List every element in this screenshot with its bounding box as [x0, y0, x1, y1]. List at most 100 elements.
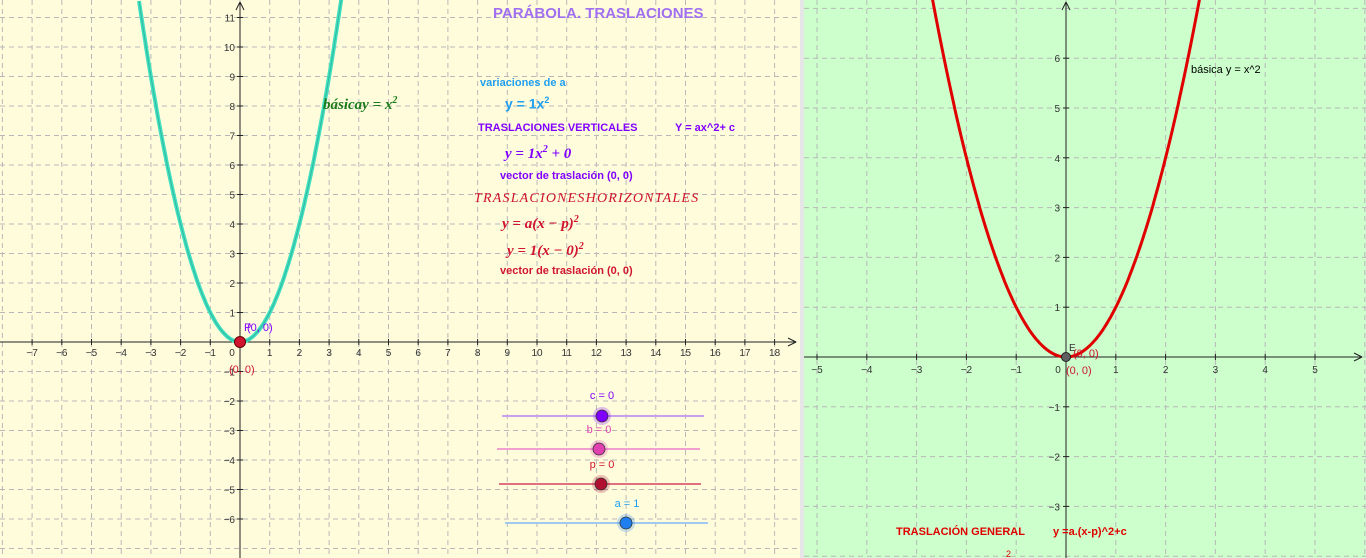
vertex-label-top: (0, 0): [1073, 348, 1099, 360]
traslacion-general-label: TRASLACIÓN GENERAL: [896, 526, 1025, 538]
left-x-tick-label: 17: [739, 348, 751, 359]
left-x-tick-label: −7: [26, 348, 38, 359]
vertical-formula-exp: 2: [542, 144, 548, 155]
vertex-point-left: [234, 336, 246, 348]
left-y-axis-arrow: [235, 1, 245, 11]
left-x-tick-label: 1: [267, 348, 273, 359]
left-x-tick-label: 15: [680, 348, 692, 359]
horizontal-general-text: y = a(x − p): [502, 216, 574, 232]
right-basica-label: básica y = x^2: [1191, 64, 1261, 76]
left-x-tick-label: −2: [175, 348, 187, 359]
basica-label-exp: 2: [392, 95, 398, 106]
vertical-formula: y = 1x2 + 0: [505, 144, 571, 163]
left-y-tick-label: 3: [229, 250, 235, 261]
left-y-tick-label: 5: [229, 191, 235, 202]
left-x-tick-label: −5: [86, 348, 98, 359]
left-y-tick-label: 6: [229, 161, 235, 172]
left-x-tick-label: −4: [115, 348, 127, 359]
left-x-tick-label: 14: [650, 348, 662, 359]
horizontal-general-exp: 2: [573, 214, 579, 225]
right-x-tick-label: 4: [1262, 365, 1268, 376]
variaciones-formula-text: y = 1x: [505, 95, 545, 112]
traslaciones-horizontales-title: TRASLACIONESHORIZONTALES: [474, 191, 700, 206]
right-y-tick-label: −3: [1049, 502, 1061, 513]
vertex-label-bottom: (0, 0): [1066, 365, 1092, 377]
right-y-tick-label: −2: [1049, 453, 1061, 464]
left-graphics-view[interactable]: −7 −6 −5 −4 −3 −2 −1 1 2 3 4 5 6 7 8 9 10 11 12 13 14 15 16 17 1…: [0, 0, 800, 558]
left-x-tick-label: 4: [356, 348, 362, 359]
slider-b-label: b = 0: [586, 424, 612, 436]
variaciones-formula: y = 1x2: [505, 95, 549, 112]
right-x-tick-label: 1: [1113, 365, 1119, 376]
right-y-tick-label: 3: [1054, 204, 1060, 215]
vertex-point-right: [1061, 352, 1071, 362]
traslaciones-verticales-formula: Y = ax^2+ c: [675, 122, 736, 134]
slider-b-knob[interactable]: [592, 442, 606, 456]
right-x-tick-label: 2: [1163, 365, 1169, 376]
left-x-tick-label: 0: [229, 348, 235, 359]
horizontal-current-formula: y = 1(x − 0)2: [507, 241, 584, 260]
horizontal-current-exp: 2: [578, 241, 584, 252]
left-x-tick-label: 3: [326, 348, 332, 359]
left-y-tick-label: 7: [229, 132, 235, 143]
basica-label: básicay = x2: [323, 95, 397, 114]
left-y-tick-label: 9: [229, 73, 235, 84]
left-y-tick-label: −3: [224, 427, 236, 438]
left-y-tick-label: −1: [224, 368, 236, 379]
traslacion-general-formula: y =a.(x-p)^2+c: [1053, 526, 1127, 538]
slider-a-knob[interactable]: [619, 516, 633, 530]
left-y-tick-label: 11: [225, 14, 236, 25]
slider-c-label: c = 0: [589, 390, 615, 402]
left-x-tick-label: 12: [591, 348, 603, 359]
right-x-tick-label: −2: [961, 365, 973, 376]
left-x-tick-label: 10: [531, 348, 543, 359]
vertex-letter: E: [1069, 343, 1076, 354]
horizontal-general-formula: y = a(x − p)2: [502, 214, 579, 233]
right-x-tick-label: −4: [861, 365, 873, 376]
traslaciones-verticales-label: TRASLACIONES VERTICALES: [478, 122, 638, 134]
left-x-tick-label: 18: [769, 348, 781, 359]
left-x-tick-label: 7: [445, 348, 451, 359]
point-label-bottom: (0, 0): [229, 364, 255, 376]
right-plot-canvas[interactable]: −5 −4 −3 −2 −1 0 1 2 3 4 5 6 5 4 3 2 1 −1 −2 −3: [804, 0, 1366, 558]
right-grid: [804, 0, 1366, 558]
vector-vertical: vector de traslación (0, 0): [500, 170, 633, 182]
left-x-tick-label: 16: [710, 348, 722, 359]
right-y-tick-label: 2: [1054, 253, 1060, 264]
left-x-tick-label: −3: [145, 348, 157, 359]
right-y-tick-label: 1: [1054, 303, 1060, 314]
basica-label-text: básicay = x: [323, 97, 393, 113]
variaciones-formula-exp: 2: [544, 95, 550, 105]
left-x-tick-label: −6: [56, 348, 68, 359]
left-x-tick-label: 8: [475, 348, 481, 359]
right-x-tick-label: −1: [1010, 365, 1022, 376]
cut-fragment: 2: [1006, 549, 1012, 558]
vector-horizontal: vector de traslación (0, 0): [500, 265, 633, 277]
right-y-axis-arrow: [1061, 1, 1071, 11]
left-x-tick-label: 9: [505, 348, 511, 359]
point-label-top: (0, 0): [247, 322, 273, 334]
right-y-tick-label: 4: [1054, 154, 1060, 165]
right-x-tick-label: −3: [911, 365, 923, 376]
left-x-axis-arrow: [787, 337, 797, 347]
slider-c-knob[interactable]: [595, 409, 609, 423]
right-graphics-view[interactable]: −5 −4 −3 −2 −1 0 1 2 3 4 5 6 5 4 3 2 1 −1 −2 −3 básica y = …: [804, 0, 1366, 558]
left-x-tick-label: 6: [415, 348, 421, 359]
left-y-tick-label: 4: [229, 220, 235, 231]
right-x-tick-label: 0: [1055, 365, 1061, 376]
slider-p-knob[interactable]: [594, 477, 608, 491]
left-y-tick-label: −5: [224, 486, 236, 497]
point-letter: P: [244, 322, 252, 334]
right-y-tick-label: 6: [1054, 54, 1060, 65]
left-y-tick-label: −6: [224, 515, 236, 526]
horizontal-current-text: y = 1(x − 0): [507, 243, 579, 259]
panel-divider[interactable]: [800, 0, 804, 558]
vertical-formula-tail: + 0: [547, 146, 572, 162]
left-y-tick-label: 2: [229, 279, 235, 290]
left-y-tick-label: −4: [224, 456, 236, 467]
variaciones-label: variaciones de a: [480, 77, 566, 89]
left-plot-canvas[interactable]: −7 −6 −5 −4 −3 −2 −1 1 2 3 4 5 6 7 8 9 10 11 12 13 14 15 16 17 1…: [0, 0, 800, 558]
left-x-tick-label: 11: [562, 348, 573, 359]
left-y-tick-label: 1: [229, 309, 235, 320]
vertical-formula-text: y = 1x: [505, 146, 543, 162]
